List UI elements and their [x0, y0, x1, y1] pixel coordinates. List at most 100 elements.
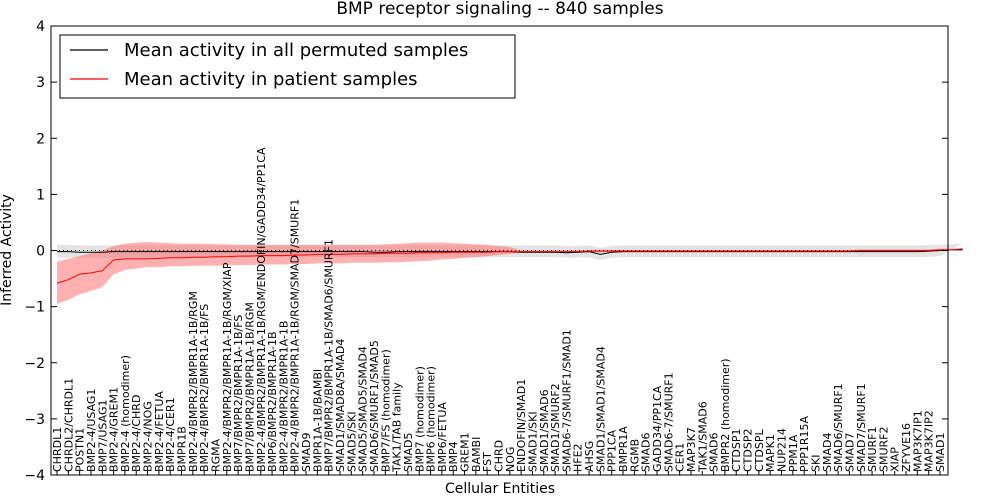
x-tick-label: BMP2-4/BMPR2/BMPR1A-1B/RGM/XIAP [221, 262, 234, 472]
x-tick-label: MAP3K7IP2 [923, 410, 936, 472]
y-tick-label: 1 [36, 187, 45, 203]
x-tick-label: SMAD1/SMAD8A/SMAD4 [334, 339, 347, 472]
x-tick-label: BMP7/FS (homodimer) [379, 349, 392, 472]
x-tick-label: SMAD7 [843, 433, 856, 472]
y-axis: −4 −3 −2 −1 0 1 2 3 4 [24, 19, 948, 484]
x-tick-label: SMURF2 [877, 427, 890, 473]
x-tick-label: SMAD7/SMURF1 [855, 383, 868, 472]
x-tick-label: RGMB [628, 439, 641, 472]
legend-box [59, 34, 516, 99]
y-tick-label: −2 [24, 356, 45, 372]
x-tick-label: BMP2-4/BMPR2/BMPR1A-1B [277, 321, 290, 472]
x-tick-label: NUP214 [776, 428, 789, 472]
y-tick-label: −3 [24, 412, 45, 428]
x-tick-label: BMP2-4/BMPR2/BMPR1A-1B/RGM/SMAD7/SMURF1 [289, 199, 302, 472]
x-tick-label: BMP2-4/CHRD [130, 395, 143, 472]
legend: Mean activity in all permuted samples Mea… [59, 34, 516, 99]
x-tick-label: BMPR1A [617, 426, 630, 472]
x-tick-label: CHRDL1 [51, 427, 64, 472]
x-tick-label: BMP2-4/BMPR2/BMPR1A-1B/FS [198, 304, 211, 472]
series-lines-layer [56, 248, 963, 284]
x-tick-label: SMAD5 [402, 433, 415, 472]
x-tick-label: AHSG [583, 441, 596, 472]
x-tick-label: SMAD6/SMURF1/SMAD5 [368, 340, 381, 472]
x-tick-label: BMPR1B [176, 426, 189, 472]
x-tick-label: MAPK1 [764, 434, 777, 472]
patient-line [56, 248, 963, 284]
x-tick-label: SMAD5/SKI [345, 411, 358, 472]
x-tick-label: ENDOFIN/SMAD1 [515, 379, 528, 472]
x-tick-label: CER1 [674, 443, 687, 472]
x-axis: CHRDL1CHRDL2/CHRDL1POSTN1BMP2-4/USAG1BMP… [51, 147, 947, 475]
x-tick-label: BAMBI [470, 437, 483, 472]
y-tick-label: 0 [36, 244, 45, 260]
x-tick-label: BMP2-4/NOG [142, 401, 155, 472]
x-tick-label: CHRDL2/CHRDL1 [62, 378, 75, 472]
legend-label: Mean activity in patient samples [124, 69, 418, 90]
x-tick-label: BMP2-4/USAG1 [85, 389, 98, 472]
patient-band [57, 242, 963, 304]
x-tick-label: NOG [504, 447, 517, 472]
x-tick-label: POSTN1 [74, 428, 87, 472]
x-tick-label: MAP3K7IP1 [911, 410, 924, 472]
x-tick-label: CTDSP2 [742, 429, 755, 472]
x-tick-label: BMP7/BMPR2/BMPR1A-1B/FS [232, 315, 245, 472]
x-tick-label: BMP2-4/CER1 [164, 397, 177, 472]
x-tick-label: RGMA [210, 438, 223, 472]
x-tick-label: SMAD6-7/SMURF1 [662, 372, 675, 472]
x-tick-label: BMP7/BMPR2/BMPR1A-1B/SMAD6/SMURF1 [323, 239, 336, 472]
x-tick-label: CTDSP1 [730, 429, 743, 472]
x-tick-label: SMAD6 [708, 433, 721, 472]
x-tick-label: ZFYVE16 [900, 423, 913, 472]
x-tick-label: CTDSPL [753, 429, 766, 472]
x-tick-label: SMAD9 [300, 433, 313, 472]
y-axis-label: Inferred Activity [0, 194, 15, 306]
x-tick-label: SMAD1/SMAD6 [538, 389, 551, 472]
x-tick-label: BMP6/FETUA [436, 402, 449, 472]
x-tick-label: SMURF1 [866, 427, 879, 473]
x-tick-label: BMP2-4/BMPR2/BMPR1A-1B/RGM [187, 291, 200, 472]
y-tick-label: −1 [24, 300, 45, 316]
x-tick-label: SKI [810, 455, 823, 472]
x-tick-label: BMP7/BMPR2/BMPR1A-1B/RGM [243, 302, 256, 472]
x-tick-label: CHRD [493, 440, 506, 472]
x-tick-label: SMAD6 [640, 433, 653, 472]
x-tick-label: PPM1A [787, 434, 800, 472]
x-tick-label: SMAD5/SMAD5/SMAD4 [357, 346, 370, 472]
x-tick-label: GADD34/PP1CA [651, 385, 664, 472]
x-tick-label: SMAD1/SMURF2 [549, 383, 562, 472]
y-tick-label: −4 [24, 468, 45, 484]
x-tick-label: MAP3K7 [685, 427, 698, 472]
x-tick-label: SMAD4 [821, 433, 834, 472]
x-tick-label: BMPR2 (homodimer) [719, 358, 732, 472]
x-tick-label: BMP2-4/BMPR2/BMPR1A-1B/RGM/ENDOFIN/GADD3… [255, 147, 268, 472]
x-tick-label: SMAD6/SMURF1 [832, 383, 845, 472]
x-tick-label: SMAD1 [934, 433, 947, 472]
x-tick-label: BMP6 (homodimer) [425, 366, 438, 472]
x-tick-label: BMP7/USAG1 [96, 400, 109, 472]
y-tick-label: 3 [36, 75, 45, 91]
x-tick-label: PPP1CA [606, 429, 619, 472]
x-tick-label: SMAD6-7/SMURF1/SMAD1 [560, 329, 573, 472]
x-tick-label: FST [481, 452, 494, 472]
x-tick-label: BMP6/BMPR2/BMPR1A-1B [266, 331, 279, 472]
x-tick-label: GREM1 [459, 432, 472, 472]
x-tick-label: SMAD1/SKI [527, 411, 540, 472]
x-tick-label: PPP1R15A [798, 415, 811, 472]
chart-title: BMP receptor signaling -- 840 samples [336, 0, 663, 19]
x-tick-label: BMP2-4 (homodimer) [119, 355, 132, 472]
y-tick-label: 4 [36, 19, 45, 35]
x-tick-label: TAK1/TAB family [391, 382, 404, 473]
x-tick-label: SMAD1/SMAD1/SMAD4 [594, 346, 607, 472]
x-tick-label: XIAP [889, 447, 902, 472]
x-axis-label: Cellular Entities [445, 481, 555, 497]
x-tick-label: BMP2-4/GREM1 [108, 387, 121, 472]
legend-label: Mean activity in all permuted samples [124, 40, 468, 61]
x-tick-label: BMP2-4/FETUA [153, 391, 166, 472]
x-tick-label: BMPR1A-1B/BAMBI [311, 369, 324, 472]
x-tick-label: BMP7 (homodimer) [413, 366, 426, 472]
y-tick-label: 2 [36, 131, 45, 147]
x-tick-label: TAK1/SMAD6 [696, 401, 709, 473]
x-tick-label: HFE2 [572, 443, 585, 472]
